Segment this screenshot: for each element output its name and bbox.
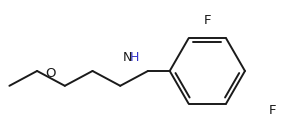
Text: N: N — [123, 51, 132, 64]
Text: F: F — [204, 14, 211, 27]
Text: O: O — [46, 67, 56, 80]
Text: H: H — [129, 51, 139, 64]
Text: F: F — [269, 104, 276, 117]
